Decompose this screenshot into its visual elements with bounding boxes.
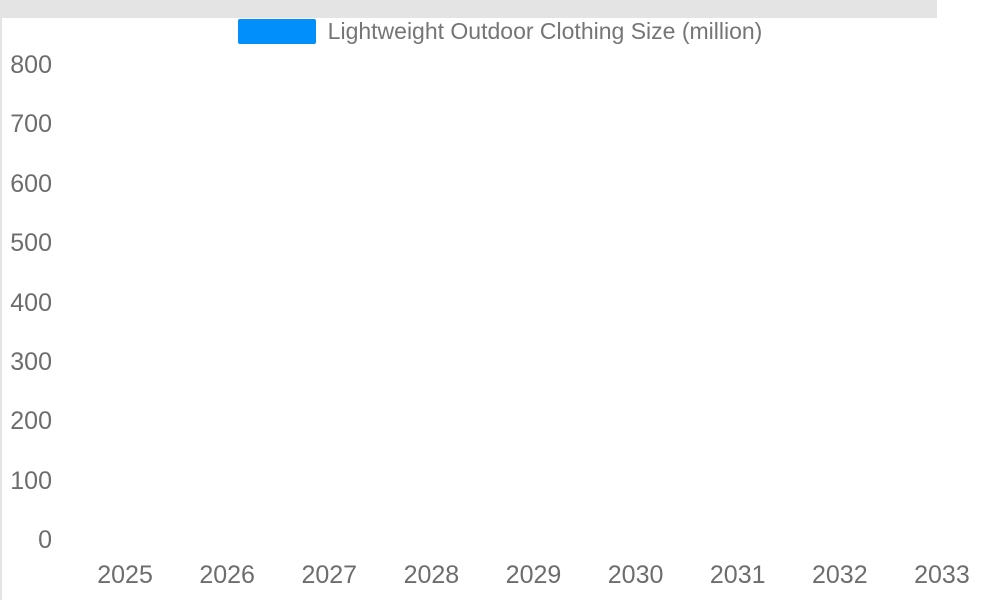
y-axis-tick-label: 300 xyxy=(10,347,52,376)
y-axis-tick-label: 400 xyxy=(10,288,52,317)
x-axis-tick-label: 2031 xyxy=(709,561,766,589)
bar-value-label: 601.1 xyxy=(471,286,529,313)
x-gridline xyxy=(0,511,2,600)
x-gridline xyxy=(0,18,2,511)
y-axis-tick-label: 500 xyxy=(10,229,52,258)
y-axis-tick-label: 600 xyxy=(10,169,52,198)
x-axis-tick-label: 2030 xyxy=(607,561,664,589)
y-gridline xyxy=(0,6,937,8)
x-axis-tick-label: 2033 xyxy=(914,561,970,589)
x-axis-tick-label: 2028 xyxy=(403,561,460,589)
legend-item[interactable]: Lightweight Outdoor Clothing Size (milli… xyxy=(0,16,1000,46)
x-axis-tick-label: 2026 xyxy=(199,561,255,589)
bar-value-label: 501.6 xyxy=(471,286,529,313)
y-gridline xyxy=(0,10,937,12)
y-gridline xyxy=(0,8,937,10)
bar-value-label: 532.2 xyxy=(471,286,529,313)
x-axis-tick-label: 2029 xyxy=(505,561,562,589)
bar-value-label: 565.3 xyxy=(471,286,529,313)
x-axis-tick-label: 2025 xyxy=(97,561,153,589)
bar-value-label: 473.3 xyxy=(471,286,529,313)
y-gridline xyxy=(0,4,937,6)
y-gridline xyxy=(0,0,937,2)
bar-value-label: 681.6 xyxy=(471,286,529,313)
legend-label: Lightweight Outdoor Clothing Size (milli… xyxy=(327,18,763,44)
y-gridline xyxy=(0,12,937,14)
bar-value-label: 775.6 xyxy=(471,286,529,313)
bar-value-label: 639.8 xyxy=(471,286,529,313)
legend-swatch xyxy=(237,18,316,44)
y-gridline xyxy=(0,2,937,4)
y-axis-tick-label: 100 xyxy=(10,466,52,495)
y-axis-tick-label: 0 xyxy=(38,526,52,554)
y-axis-tick-label: 200 xyxy=(10,407,52,436)
y-gridline xyxy=(0,14,937,16)
x-axis-tick-label: 2032 xyxy=(812,561,868,589)
x-axis-tick-label: 2027 xyxy=(301,561,358,589)
y-gridline xyxy=(0,16,937,18)
bar-value-label: 726.8 xyxy=(471,286,529,313)
y-axis-tick-label: 700 xyxy=(10,110,52,139)
y-axis-tick-label: 800 xyxy=(10,51,52,79)
